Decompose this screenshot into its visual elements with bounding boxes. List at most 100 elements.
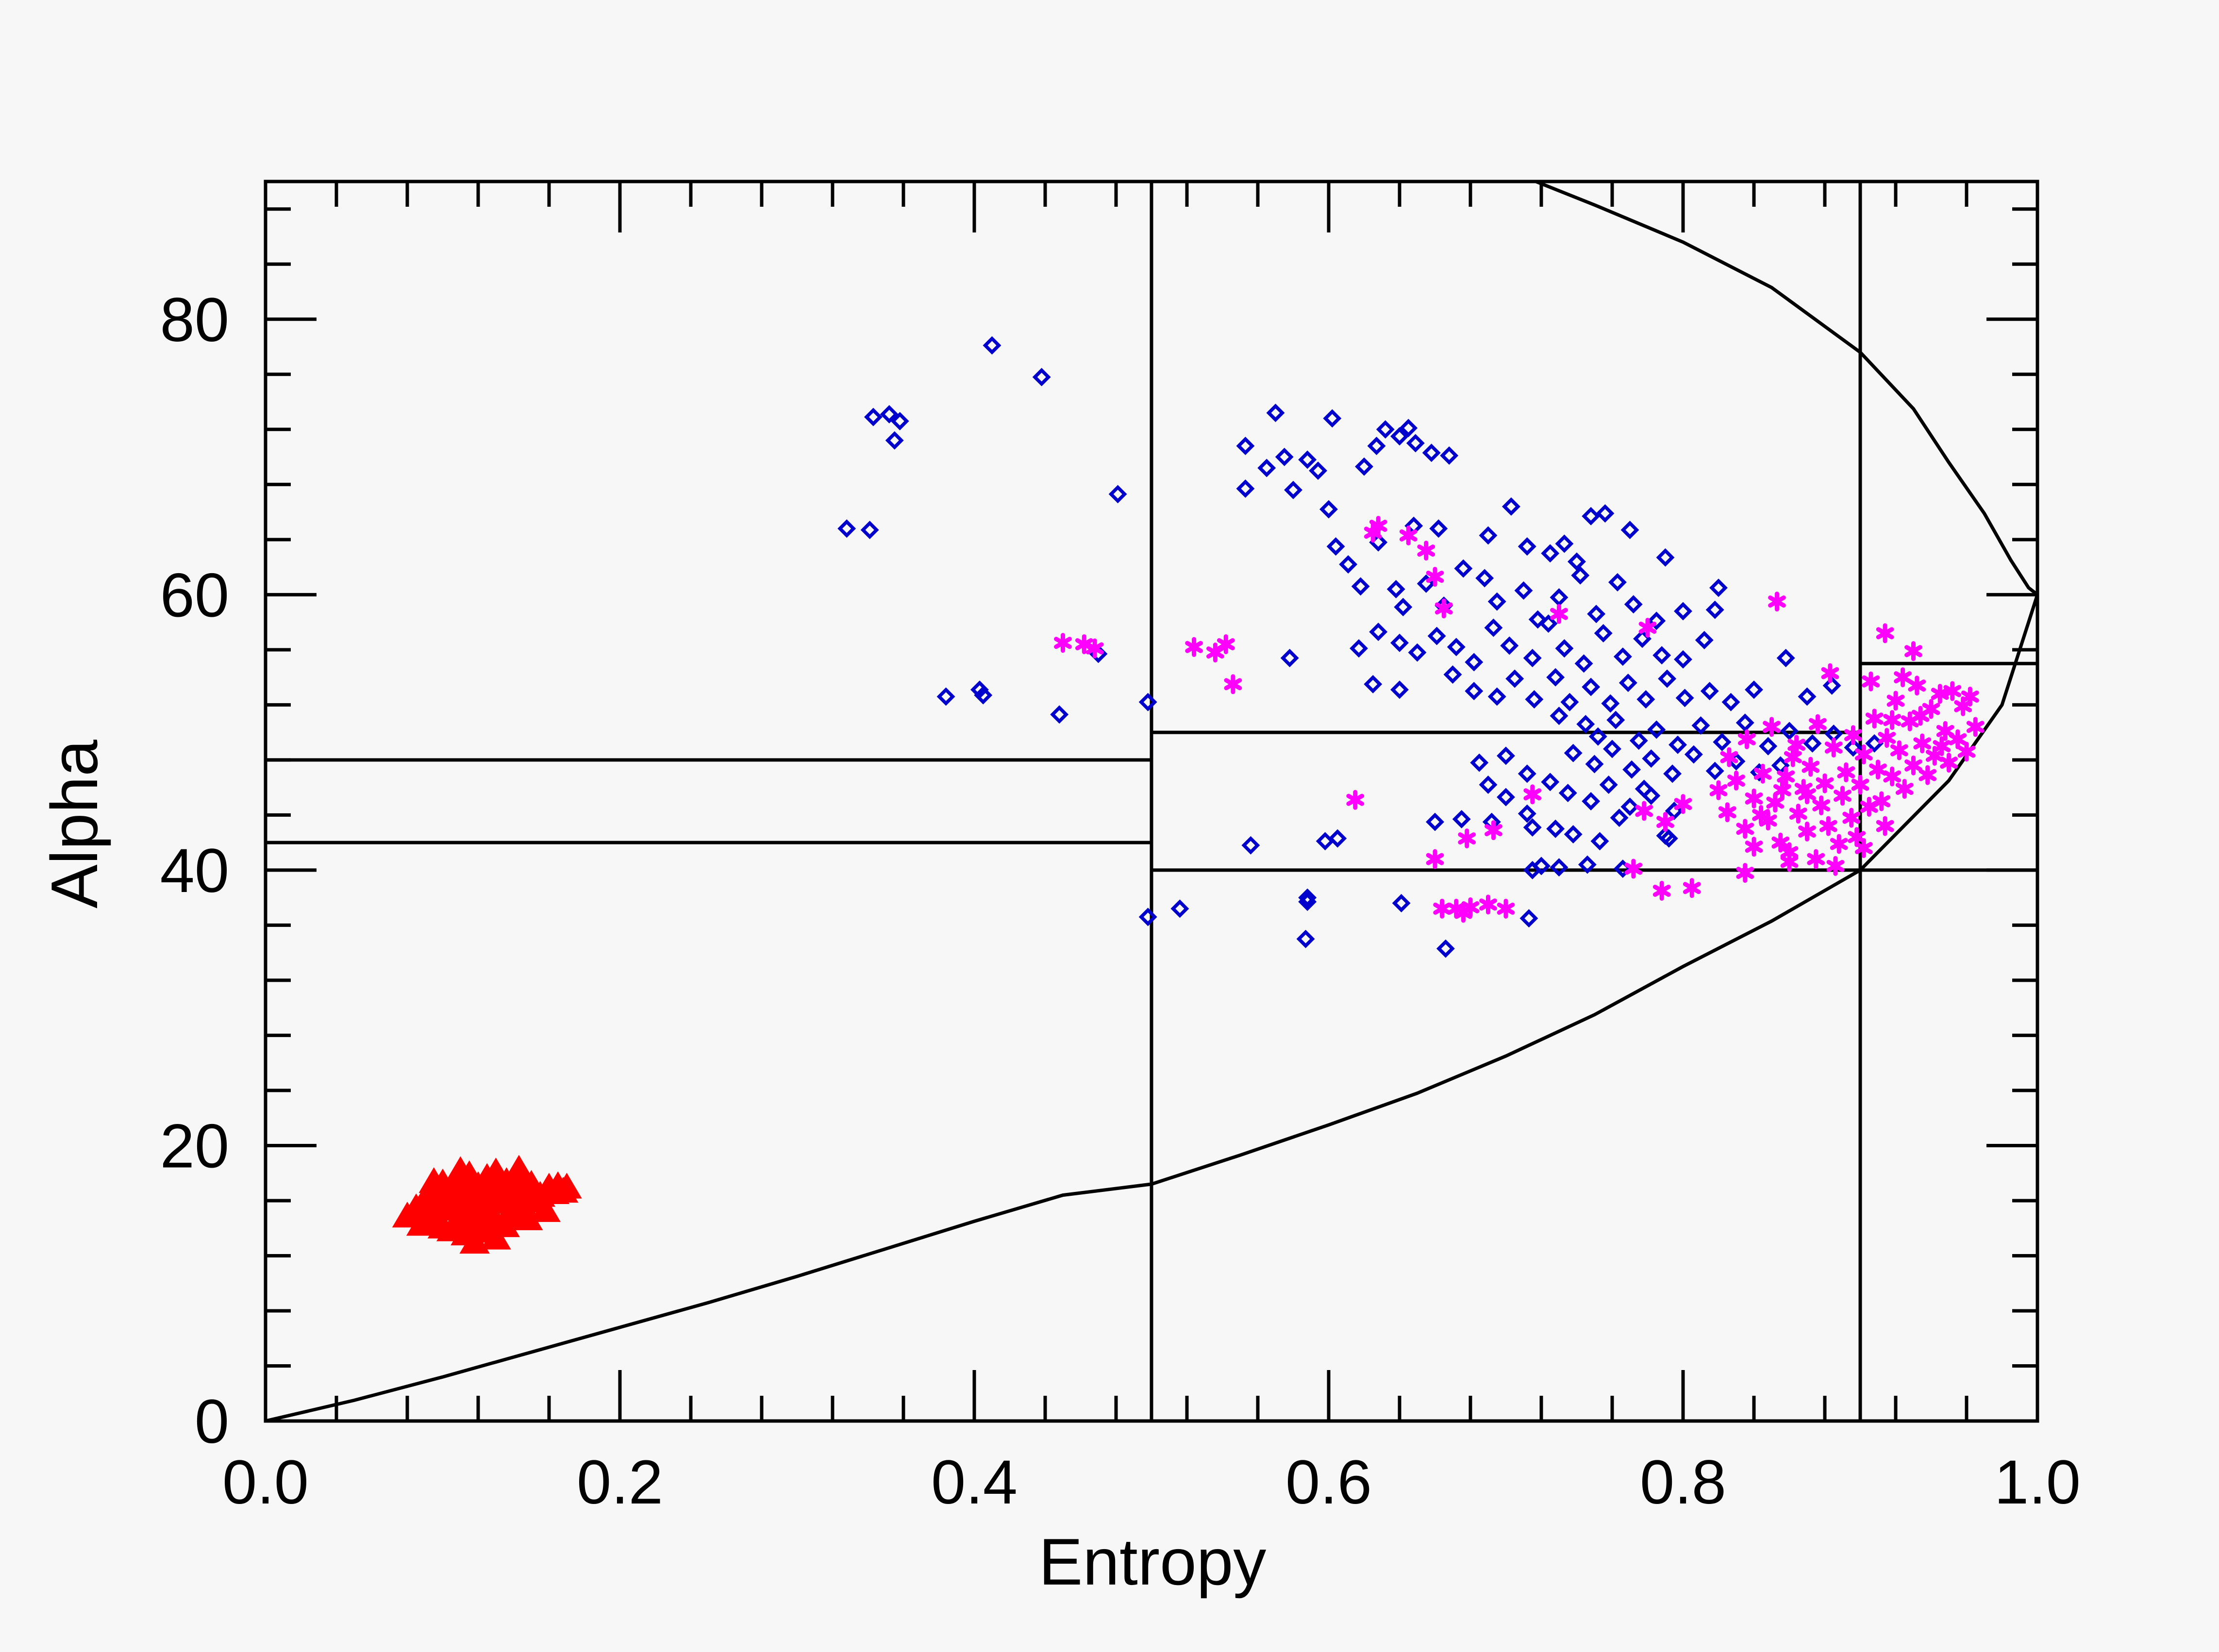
diamond-point (1675, 689, 1694, 708)
asterisk-point (1904, 641, 1922, 661)
diamond-point (1500, 636, 1519, 655)
diamond-point (1668, 735, 1687, 754)
triangle-point (503, 1155, 534, 1181)
diamond-point (1326, 537, 1345, 556)
diamond-point (1539, 614, 1558, 633)
asterisk-point (1943, 681, 1962, 701)
diamond-point (1386, 580, 1405, 598)
diamond-point (1390, 633, 1409, 652)
asterisk-point (1895, 778, 1914, 799)
diamond-point (1624, 595, 1643, 614)
diamond-point (1032, 368, 1051, 386)
diamond-point (890, 412, 909, 430)
diamond-point (1599, 775, 1618, 794)
diamond-point (1798, 687, 1817, 706)
diamond-point (1487, 687, 1506, 706)
diamond-point (1642, 749, 1661, 768)
asterisk-point (1736, 863, 1754, 883)
asterisk-point (1869, 760, 1887, 780)
diamond-point (1603, 740, 1621, 759)
asterisk-point (1883, 766, 1902, 787)
plot-border (264, 180, 2039, 1423)
x-tick-label: 0.0 (222, 1448, 309, 1517)
diamond-point (1844, 738, 1863, 757)
diamond-point (1465, 682, 1484, 700)
asterisk-point (1940, 753, 1958, 773)
asterisk-point (1787, 735, 1805, 755)
diamond-point (1484, 618, 1503, 637)
diamond-point (1440, 446, 1459, 465)
asterisk-point (1674, 794, 1692, 814)
asterisk-point (1454, 903, 1472, 923)
asterisk-point (1523, 784, 1542, 805)
asterisk-point (1718, 802, 1736, 823)
diamond-point (1236, 436, 1255, 455)
asterisk-point (1727, 770, 1745, 791)
asterisk-point (1876, 623, 1894, 644)
asterisk-point (1854, 838, 1873, 858)
diamond-point (1684, 745, 1703, 764)
triangle-point (481, 1223, 511, 1250)
diamond-point (1571, 566, 1590, 585)
x-tick-label: 0.8 (1640, 1448, 1726, 1517)
diamond-point (1454, 559, 1473, 578)
diamond-point (1709, 578, 1728, 597)
axis-ticks (264, 182, 2039, 1423)
diamond-point (1659, 829, 1678, 848)
asterisk-point (1919, 765, 1937, 785)
diamond-point (1390, 680, 1409, 699)
diamond-point (1351, 577, 1370, 596)
feasible-region-curve (265, 180, 2039, 1423)
diamond-point (1528, 610, 1547, 629)
diamond-point (1721, 693, 1740, 711)
diamond-point (1587, 605, 1606, 624)
asterisk-point (1957, 742, 1976, 762)
diamond-point (1647, 720, 1666, 739)
asterisk-point (1752, 805, 1770, 825)
data-points (392, 336, 1985, 1254)
diamond-point (1574, 654, 1593, 673)
asterisk-point (1802, 757, 1820, 777)
triangle-point (459, 1228, 490, 1254)
diamond-point (1518, 537, 1536, 556)
diamond-point (1390, 427, 1409, 446)
diamond-point (1822, 676, 1841, 695)
asterisk-point (1890, 740, 1908, 760)
diamond-point (1635, 779, 1653, 798)
diamond-point (1394, 597, 1413, 616)
diamond-point (1691, 716, 1710, 735)
asterisk-point (1497, 898, 1515, 919)
diamond-point (1532, 857, 1551, 876)
diamond-point (1406, 434, 1425, 453)
asterisk-point (1824, 737, 1843, 758)
asterisk-point (1826, 856, 1845, 876)
diamond-point (1550, 707, 1568, 726)
diamond-point (1745, 680, 1763, 699)
asterisk-point (1842, 808, 1861, 828)
diamond-point (1275, 447, 1294, 466)
diamond-point (1674, 650, 1692, 669)
asterisk-point (1768, 592, 1786, 612)
diamond-point (1523, 818, 1542, 837)
asterisk-point (1738, 729, 1756, 749)
diamond-point (1399, 419, 1418, 437)
diamond-point (1713, 733, 1732, 751)
asterisk-point (1753, 763, 1772, 784)
asterisk-point (1458, 828, 1476, 849)
asterisk-point (1789, 804, 1807, 824)
diamond-point (1582, 507, 1601, 526)
asterisk-point (1426, 849, 1444, 869)
asterisk-point (1399, 525, 1418, 545)
asterisk-point (1837, 762, 1855, 782)
diamond-point (864, 408, 883, 427)
y-tick-label: 0 (195, 1387, 229, 1456)
diamond-point (1596, 504, 1615, 523)
diamond-point (1560, 693, 1579, 711)
diamond-point (1339, 555, 1358, 574)
asterisk-point (1865, 709, 1884, 729)
asterisk-point (1054, 633, 1072, 653)
diamond-point (1695, 631, 1714, 649)
diamond-point (1568, 552, 1586, 571)
diamond-point (1647, 611, 1666, 630)
y-tick-label: 80 (160, 285, 229, 355)
